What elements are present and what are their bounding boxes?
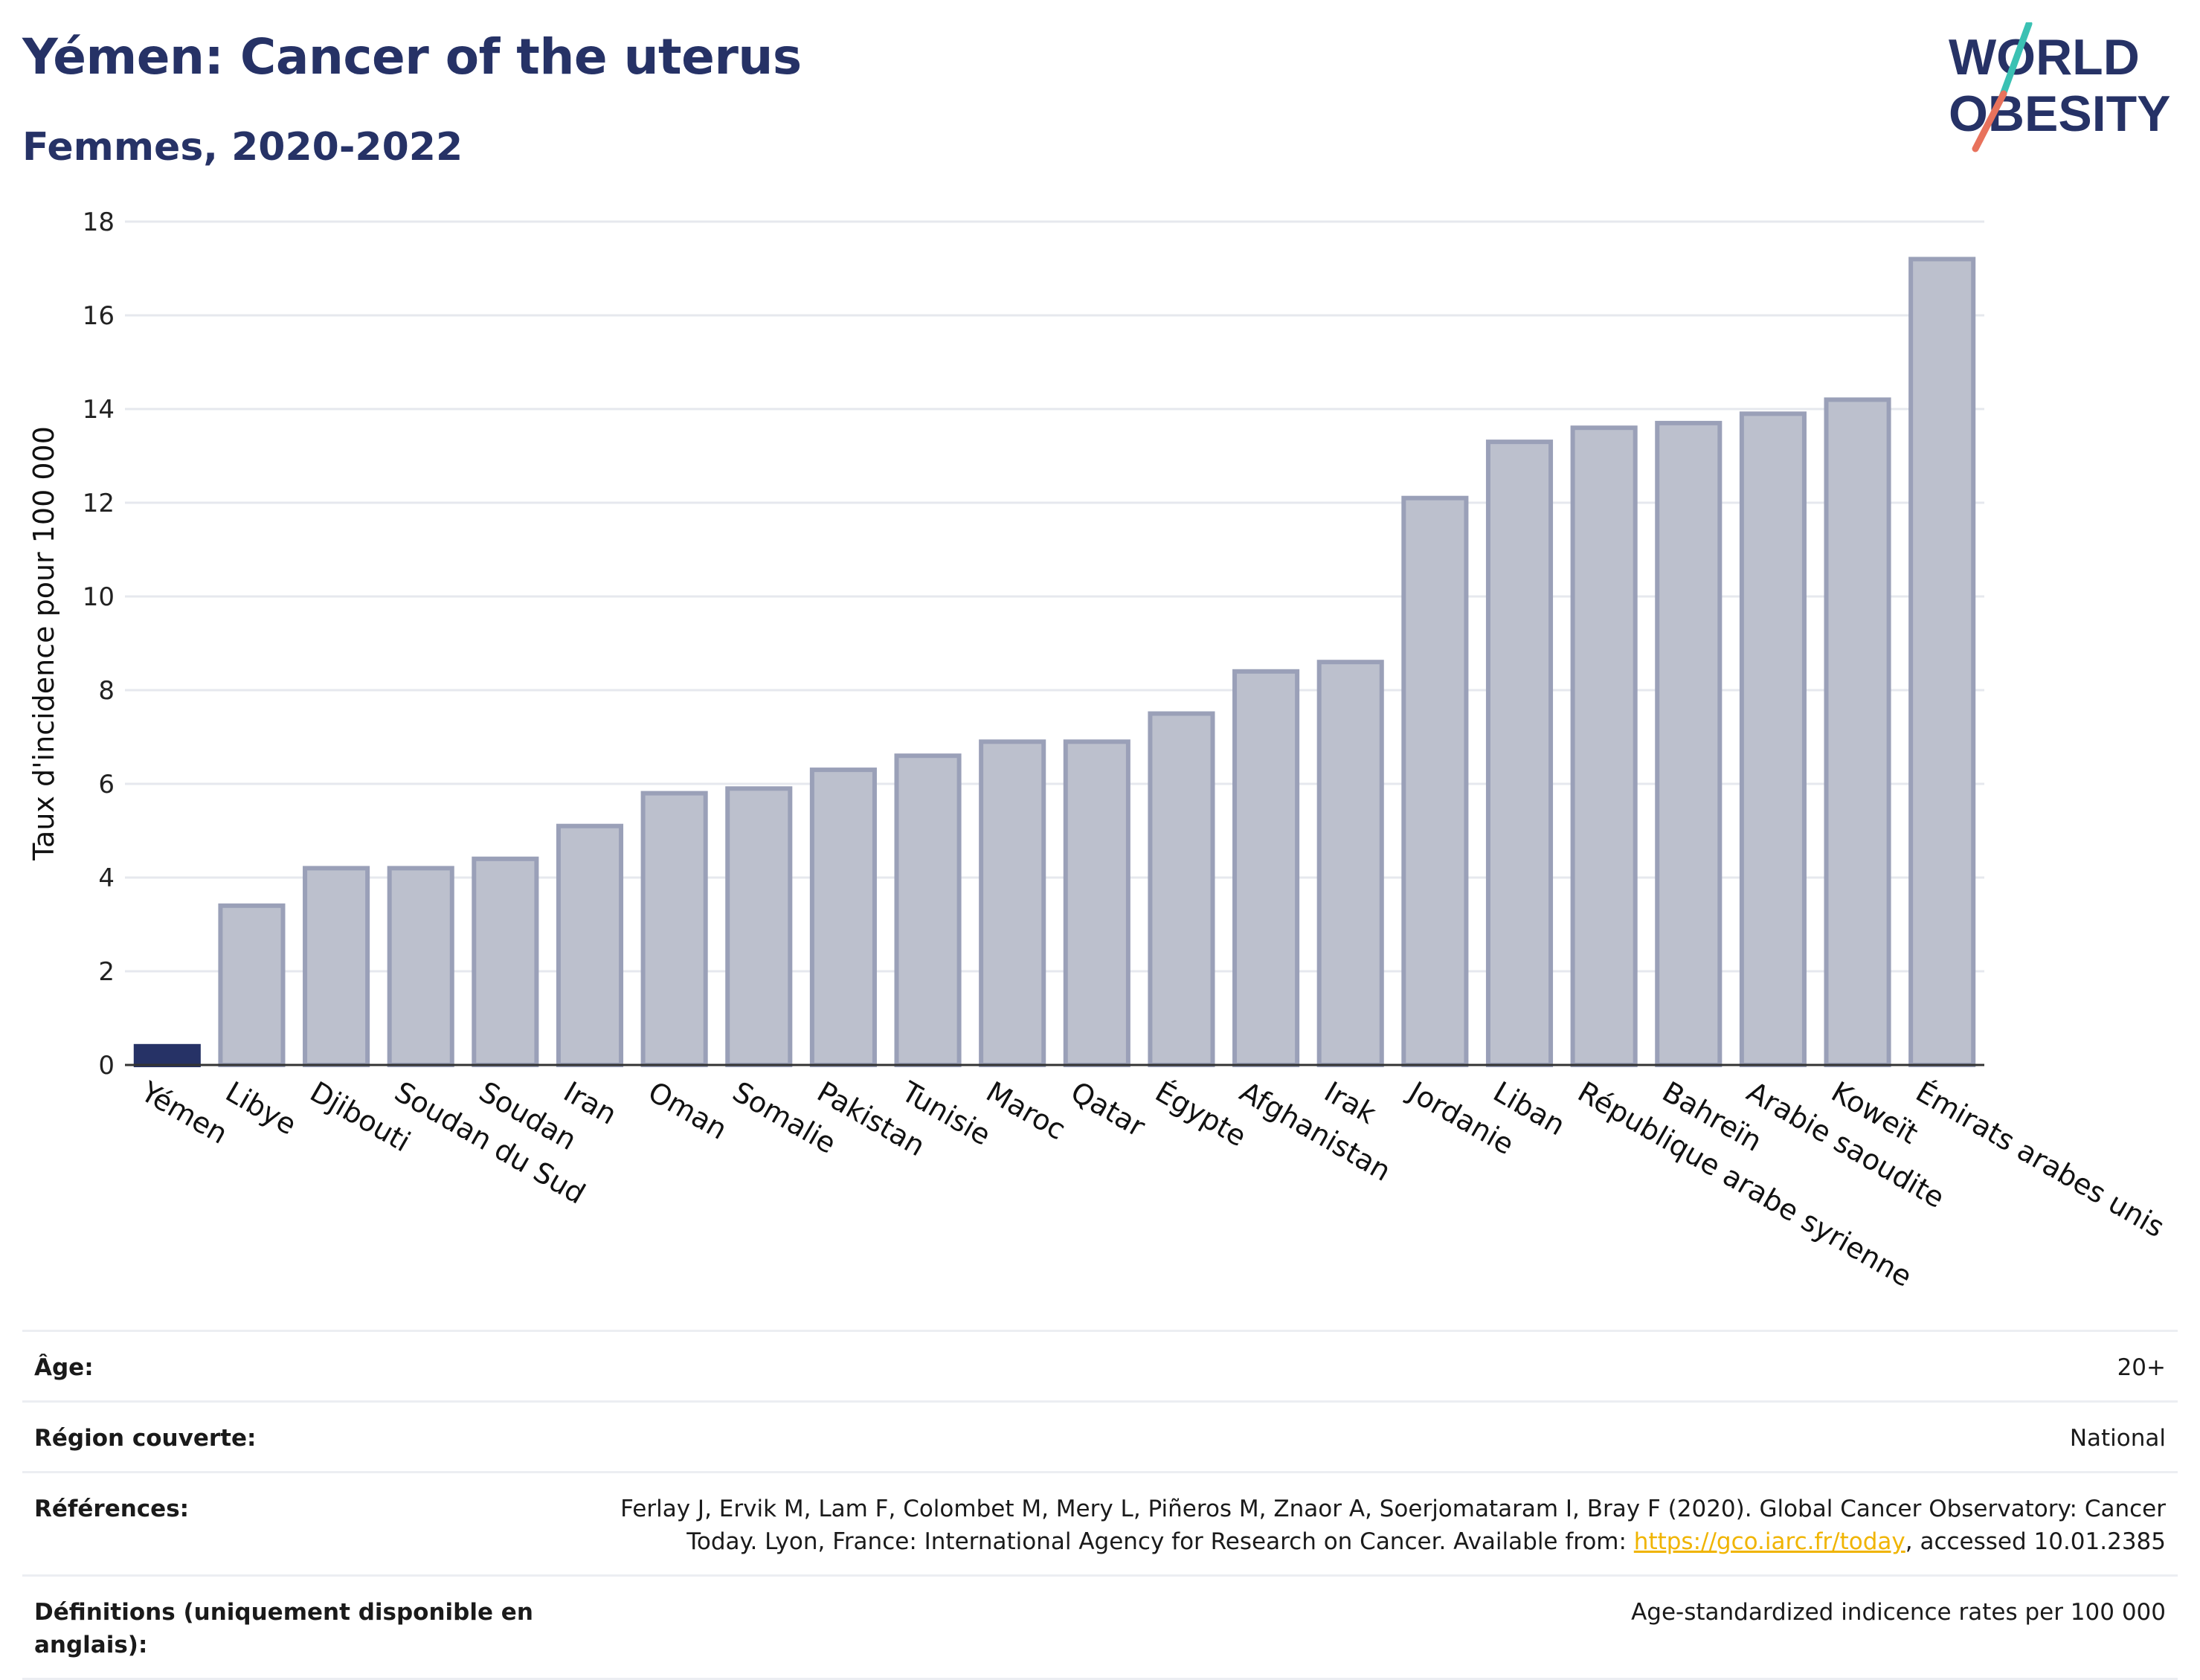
x-tick-label: Qatar bbox=[1065, 1075, 1151, 1144]
y-tick-label: 16 bbox=[83, 301, 115, 331]
bar bbox=[1655, 420, 1723, 1067]
bar bbox=[894, 753, 962, 1067]
y-tick-label: 6 bbox=[98, 770, 115, 799]
metadata-table: Âge: 20+ Région couverte: National Référ… bbox=[22, 1330, 2178, 1680]
x-tick-label: Libye bbox=[220, 1075, 302, 1142]
bar bbox=[1401, 495, 1469, 1067]
references-link[interactable]: https://gco.iarc.fr/today bbox=[1633, 1528, 1905, 1555]
meta-row-definitions: Définitions (uniquement disponible en an… bbox=[22, 1574, 2178, 1680]
bar bbox=[1485, 440, 1554, 1067]
region-value: National bbox=[2069, 1425, 2166, 1452]
bar bbox=[809, 767, 877, 1067]
x-tick-label: Yémen bbox=[135, 1075, 233, 1150]
region-label: Région couverte: bbox=[34, 1425, 257, 1452]
logo-slash-teal bbox=[1998, 22, 2033, 100]
bar bbox=[979, 739, 1046, 1067]
x-tick-label: Oman bbox=[643, 1075, 733, 1146]
bar bbox=[133, 1043, 201, 1068]
y-tick-label: 12 bbox=[83, 489, 115, 518]
bar bbox=[303, 866, 370, 1068]
definitions-label: Définitions (uniquement disponible en an… bbox=[34, 1599, 533, 1658]
bar bbox=[640, 791, 708, 1067]
chart-title: Yémen: Cancer of the uterus bbox=[22, 28, 802, 86]
references-suffix: , accessed 10.01.2385 bbox=[1905, 1528, 2166, 1555]
bar bbox=[472, 856, 539, 1068]
x-tick-label: Maroc bbox=[981, 1075, 1072, 1147]
bar bbox=[1824, 397, 1891, 1067]
y-tick-label: 14 bbox=[83, 395, 115, 425]
age-value: 20+ bbox=[2117, 1354, 2166, 1381]
y-tick-label: 4 bbox=[98, 863, 115, 893]
y-tick-label: 10 bbox=[83, 582, 115, 612]
bar bbox=[1148, 711, 1215, 1067]
x-tick-label: Égypte bbox=[1150, 1075, 1252, 1153]
meta-row-age: Âge: 20+ bbox=[22, 1330, 2178, 1400]
meta-row-references: Références: Ferlay J, Ervik M, Lam F, Co… bbox=[22, 1471, 2178, 1574]
meta-row-region: Région couverte: National bbox=[22, 1400, 2178, 1471]
bar bbox=[556, 823, 624, 1067]
world-obesity-logo: WORLD OBESITY bbox=[1949, 22, 2171, 152]
y-axis-label: Taux d'incidence pour 100 000 bbox=[28, 426, 60, 861]
age-label: Âge: bbox=[34, 1354, 94, 1381]
chart-subtitle: Femmes, 2020-2022 bbox=[22, 125, 463, 170]
x-tick-label: Afghanistan bbox=[1235, 1075, 1397, 1188]
references-label: Références: bbox=[34, 1496, 190, 1522]
references-text: Ferlay J, Ervik M, Lam F, Colombet M, Me… bbox=[620, 1496, 2166, 1555]
bar bbox=[1232, 669, 1300, 1067]
bar bbox=[1739, 411, 1807, 1067]
definitions-value: Age-standardized indicence rates per 100… bbox=[1631, 1599, 2166, 1626]
bar bbox=[1908, 257, 1976, 1067]
y-tick-label: 18 bbox=[83, 207, 115, 237]
bar bbox=[1316, 660, 1384, 1067]
references-value: Ferlay J, Ervik M, Lam F, Colombet M, Me… bbox=[582, 1493, 2166, 1558]
bar bbox=[387, 866, 454, 1068]
bar bbox=[1063, 739, 1130, 1067]
logo-line1: WORLD bbox=[1949, 29, 2140, 86]
bar bbox=[218, 903, 286, 1068]
y-tick-label: 2 bbox=[98, 957, 115, 987]
bar-chart: 0 2 4 6 8 10 12 14 16 18 Taux d'incidence pour 100… bbox=[28, 207, 2170, 1293]
bar bbox=[725, 786, 793, 1068]
y-tick-label: 0 bbox=[98, 1051, 115, 1081]
y-tick-label: 8 bbox=[98, 676, 115, 706]
x-tick-label: Émirats arabes unis bbox=[1911, 1075, 2170, 1244]
bar bbox=[1570, 425, 1638, 1067]
logo-slash-coral bbox=[1972, 90, 2007, 152]
